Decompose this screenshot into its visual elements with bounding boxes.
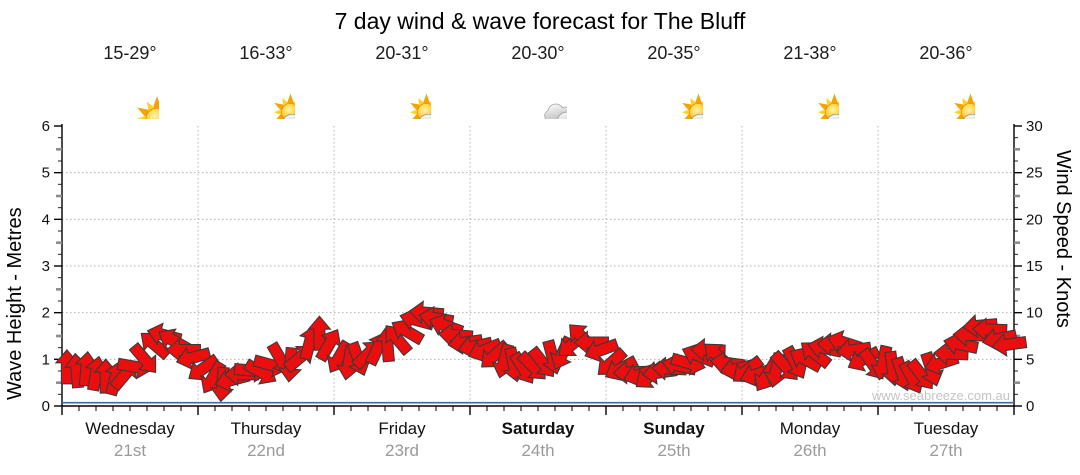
watermark: www.seabreeze.com.au bbox=[871, 388, 1010, 403]
date-ordinal: 21st bbox=[113, 441, 147, 460]
wind-arrow-series bbox=[54, 300, 1028, 403]
left-tick-label: 5 bbox=[42, 165, 50, 182]
weekday-name: Thursday bbox=[230, 419, 302, 438]
wind-arrow bbox=[128, 341, 157, 373]
left-tick-label: 3 bbox=[42, 258, 50, 275]
right-tick-label: 25 bbox=[1026, 165, 1043, 182]
day-axis-label: Thursday 22nd bbox=[198, 418, 334, 462]
day-axis-label: Sunday 25th bbox=[606, 418, 742, 462]
left-tick-label: 0 bbox=[42, 398, 50, 415]
weekday-name: Sunday bbox=[643, 419, 705, 438]
weekday-name: Tuesday bbox=[913, 419, 979, 438]
day-axis-label: Saturday 24th bbox=[470, 418, 606, 462]
day-temperature-range: 16-33° bbox=[239, 43, 293, 63]
date-ordinal: 24th bbox=[521, 441, 555, 460]
day-temperature-range: 20-31° bbox=[375, 43, 429, 63]
day-temperature-range: 20-30° bbox=[511, 43, 565, 63]
wind-arrow bbox=[991, 332, 1028, 357]
date-ordinal: 26th bbox=[793, 441, 827, 460]
weekday-name: Monday bbox=[779, 419, 841, 438]
day-summary: 20-31° bbox=[334, 42, 470, 124]
date-ordinal: 23rd bbox=[384, 441, 420, 460]
day-temperature-range: 20-35° bbox=[647, 43, 701, 63]
left-axis-title: Wave Height - Metres bbox=[4, 207, 26, 400]
left-tick-label: 1 bbox=[42, 351, 50, 368]
day-summary: 21-38° bbox=[742, 42, 878, 124]
day-summary: 20-35° bbox=[606, 42, 742, 124]
right-tick-label: 20 bbox=[1026, 211, 1043, 228]
left-tick-label: 6 bbox=[42, 118, 50, 135]
right-axis-title: Wind Speed - Knots bbox=[1052, 150, 1074, 328]
day-axis-label: Monday 26th bbox=[742, 418, 878, 462]
date-ordinal: 22nd bbox=[247, 441, 285, 460]
weekday-name: Wednesday bbox=[85, 419, 175, 438]
weekday-name: Saturday bbox=[501, 419, 575, 438]
date-ordinal: 27th bbox=[929, 441, 963, 460]
right-tick-label: 0 bbox=[1026, 398, 1034, 415]
day-axis-label: Wednesday 21st bbox=[62, 418, 198, 462]
date-ordinal: 25th bbox=[657, 441, 691, 460]
day-axis-label: Tuesday 27th bbox=[878, 418, 1014, 462]
left-tick-label: 4 bbox=[42, 211, 50, 228]
day-axis-label: Friday 23rd bbox=[334, 418, 470, 462]
day-summary: 20-36° bbox=[878, 42, 1014, 124]
left-tick-label: 2 bbox=[42, 305, 50, 322]
day-summary: 20-30° bbox=[470, 42, 606, 124]
right-tick-label: 15 bbox=[1026, 258, 1043, 275]
weekday-name: Friday bbox=[378, 419, 426, 438]
day-temperature-range: 21-38° bbox=[783, 43, 837, 63]
day-temperature-range: 15-29° bbox=[103, 43, 157, 63]
right-tick-label: 5 bbox=[1026, 351, 1034, 368]
right-tick-label: 10 bbox=[1026, 305, 1043, 322]
page-title: 7 day wind & wave forecast for The Bluff bbox=[334, 8, 746, 34]
right-tick-label: 30 bbox=[1026, 118, 1043, 135]
day-temperature-range: 20-36° bbox=[919, 43, 973, 63]
day-summary: 16-33° bbox=[198, 42, 334, 124]
day-summary: 15-29° bbox=[62, 42, 198, 124]
